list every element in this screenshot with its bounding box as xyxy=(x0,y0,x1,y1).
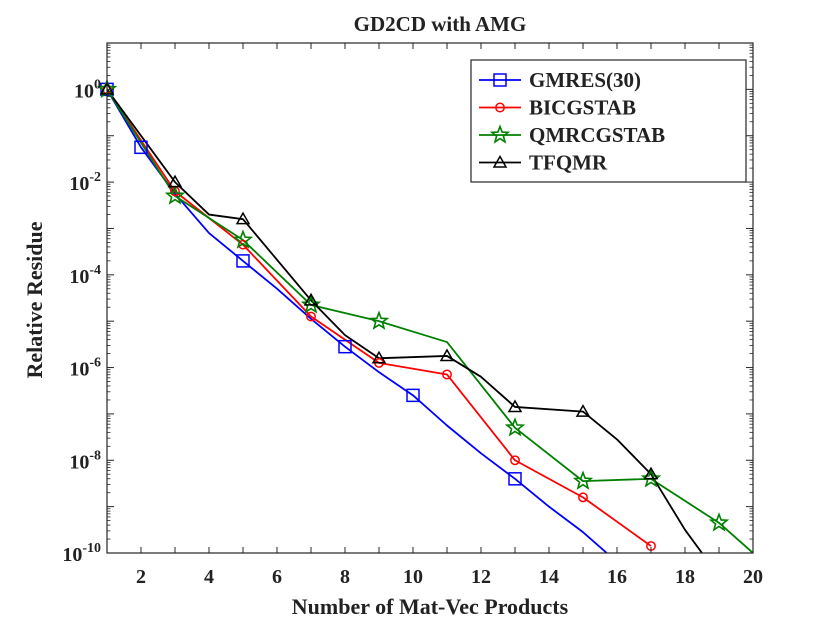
x-tick-label: 20 xyxy=(743,566,763,588)
data-point-qmrcgstab xyxy=(708,512,730,532)
data-point-tfqmr xyxy=(167,174,183,188)
data-point-gmres-30- xyxy=(236,254,250,268)
series-line-tfqmr xyxy=(107,88,703,553)
data-point-tfqmr xyxy=(643,466,659,480)
data-point-tfqmr xyxy=(507,399,523,413)
y-tick-label: 100 xyxy=(74,77,101,102)
y-tick-label: 10-8 xyxy=(69,448,101,473)
chart-title: GD2CD with AMG xyxy=(354,12,527,36)
legend-label-bicgstab: BICGSTAB xyxy=(529,96,636,120)
x-tick-label: 14 xyxy=(539,566,559,588)
x-tick-label: 8 xyxy=(340,566,350,588)
data-point-qmrcgstab xyxy=(164,185,186,205)
x-axis-label: Number of Mat-Vec Products xyxy=(292,594,569,619)
data-point-tfqmr xyxy=(439,348,455,362)
axes: 2 4 6 8 10 12 14 16 18 20 100 10-2 10-4 10-6 10-8 10-10 xyxy=(62,42,763,588)
legend-marker-qmrcgstab xyxy=(489,124,511,144)
data-point-bicgstab xyxy=(510,455,520,466)
legend-label-gmres-30-: GMRES(30) xyxy=(529,68,641,92)
x-tick-label: 10 xyxy=(403,566,423,588)
y-tick-label: 10-6 xyxy=(69,356,101,381)
data-point-qmrcgstab xyxy=(572,470,594,490)
x-tick-label: 12 xyxy=(471,566,491,588)
data-point-qmrcgstab xyxy=(232,229,254,249)
data-point-bicgstab xyxy=(442,369,452,380)
data-point-tfqmr xyxy=(371,350,387,364)
data-point-gmres-30- xyxy=(134,140,148,155)
y-tick-label: 10-10 xyxy=(62,541,101,566)
data-point-gmres-30- xyxy=(508,472,522,486)
series-line-qmrcgstab xyxy=(107,88,753,553)
series-line-gmres-30- xyxy=(107,88,608,553)
x-tick-label: 4 xyxy=(204,566,214,588)
marker-layer xyxy=(96,78,730,551)
legend-marker-gmres-30- xyxy=(493,73,507,87)
legend-marker-bicgstab xyxy=(495,102,505,113)
data-point-tfqmr xyxy=(575,404,591,417)
data-point-bicgstab xyxy=(306,311,316,322)
x-tick-label: 16 xyxy=(607,566,627,588)
data-point-qmrcgstab xyxy=(640,468,662,488)
legend-label-qmrcgstab: QMRCGSTAB xyxy=(529,123,665,147)
legend: GMRES(30) BICGSTAB QMRCGSTAB TFQMR xyxy=(470,59,747,183)
data-point-tfqmr xyxy=(235,211,251,225)
data-point-gmres-30- xyxy=(338,339,352,354)
data-point-qmrcgstab xyxy=(504,417,526,437)
data-point-tfqmr xyxy=(303,292,319,306)
data-point-bicgstab xyxy=(578,492,588,503)
legend-label-tfqmr: TFQMR xyxy=(529,151,608,175)
data-point-qmrcgstab xyxy=(368,310,390,330)
y-tick-label: 10-2 xyxy=(69,170,101,195)
data-point-gmres-30- xyxy=(406,388,420,403)
data-point-qmrcgstab xyxy=(300,294,322,314)
x-tick-label: 2 xyxy=(136,566,146,588)
axes-box xyxy=(106,42,754,554)
legend-marker-tfqmr xyxy=(492,154,508,168)
x-tick-label: 6 xyxy=(272,566,282,588)
y-axis-label: Relative Residue xyxy=(22,221,47,378)
y-tick-label: 10-4 xyxy=(69,263,101,288)
x-tick-label: 18 xyxy=(675,566,695,588)
